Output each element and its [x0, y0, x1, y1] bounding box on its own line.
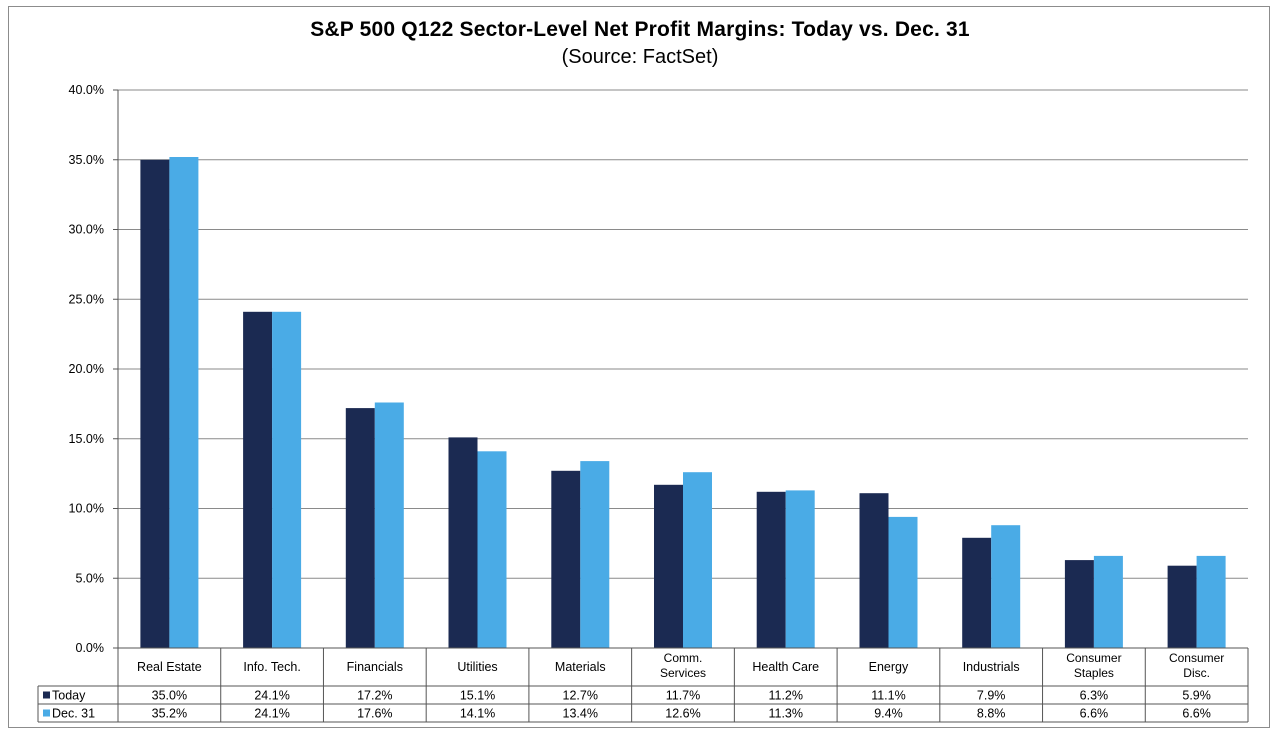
data-label: 12.7% — [563, 689, 598, 703]
bar-today — [654, 484, 683, 648]
bar-dec-31 — [1093, 555, 1123, 648]
data-label: 14.1% — [460, 707, 495, 721]
category-label: Financials — [347, 660, 403, 674]
data-label: 17.2% — [357, 689, 392, 703]
category-label: Services — [660, 666, 706, 680]
bar-dec-31 — [683, 472, 712, 648]
bar-dec-31 — [169, 157, 199, 648]
data-label: 9.4% — [874, 707, 903, 721]
data-label: 13.4% — [563, 707, 598, 721]
bar-dec-31 — [888, 516, 918, 648]
bar-today — [1167, 565, 1197, 648]
y-tick-label: 30.0% — [69, 223, 104, 237]
legend-key-dec-31 — [43, 709, 50, 717]
category-label: Consumer — [1066, 651, 1121, 665]
y-tick-label: 15.0% — [69, 432, 104, 446]
bar-dec-31 — [272, 311, 302, 648]
data-label: 11.2% — [768, 689, 803, 703]
data-label: 15.1% — [460, 689, 495, 703]
data-label: 8.8% — [977, 707, 1006, 721]
bar-dec-31 — [1196, 555, 1226, 648]
data-label: 11.3% — [768, 707, 803, 721]
bar-today — [962, 537, 992, 648]
category-label: Disc. — [1183, 666, 1210, 680]
bar-dec-31 — [580, 461, 610, 648]
category-label: Materials — [555, 660, 606, 674]
bar-today — [859, 493, 889, 648]
category-label: Comm. — [664, 651, 703, 665]
data-label: 11.7% — [666, 689, 701, 703]
legend-key-today — [43, 691, 50, 699]
category-label: Energy — [869, 660, 909, 674]
bar-today — [756, 491, 786, 648]
category-label: Staples — [1074, 666, 1114, 680]
data-label: 11.1% — [871, 689, 906, 703]
chart-frame — [8, 6, 1270, 728]
y-tick-label: 10.0% — [69, 502, 104, 516]
data-label: 6.6% — [1182, 707, 1211, 721]
bar-today — [551, 470, 581, 648]
data-label: 35.2% — [152, 707, 187, 721]
category-label: Real Estate — [137, 660, 202, 674]
data-label: 7.9% — [977, 689, 1006, 703]
bar-dec-31 — [785, 490, 815, 648]
bar-today — [345, 408, 375, 648]
data-label: 35.0% — [152, 689, 187, 703]
legend-label: Today — [52, 689, 86, 703]
chart-subtitle: (Source: FactSet) — [561, 46, 719, 68]
category-label: Consumer — [1169, 651, 1224, 665]
y-tick-label: 0.0% — [76, 641, 105, 655]
data-label: 6.3% — [1080, 689, 1109, 703]
data-label: 6.6% — [1080, 707, 1109, 721]
bar-today — [243, 311, 273, 648]
data-label: 5.9% — [1182, 689, 1211, 703]
category-label: Health Care — [752, 660, 819, 674]
data-label: 24.1% — [254, 707, 289, 721]
data-label: 12.6% — [665, 707, 700, 721]
data-label: 24.1% — [254, 689, 289, 703]
bar-dec-31 — [991, 525, 1021, 648]
bar-today — [448, 437, 478, 648]
category-label: Industrials — [963, 660, 1020, 674]
y-tick-label: 25.0% — [69, 292, 104, 306]
category-label: Utilities — [457, 660, 497, 674]
data-label: 17.6% — [357, 707, 392, 721]
chart-title: S&P 500 Q122 Sector-Level Net Profit Mar… — [310, 18, 970, 41]
y-tick-label: 40.0% — [69, 83, 104, 97]
y-tick-label: 35.0% — [69, 153, 104, 167]
bar-today — [140, 159, 170, 649]
y-tick-label: 5.0% — [76, 571, 105, 585]
legend-label: Dec. 31 — [52, 707, 95, 721]
category-label: Info. Tech. — [243, 660, 300, 674]
bar-dec-31 — [477, 451, 507, 648]
bar-dec-31 — [374, 402, 404, 648]
y-tick-label: 20.0% — [69, 362, 104, 376]
bar-today — [1064, 560, 1094, 648]
